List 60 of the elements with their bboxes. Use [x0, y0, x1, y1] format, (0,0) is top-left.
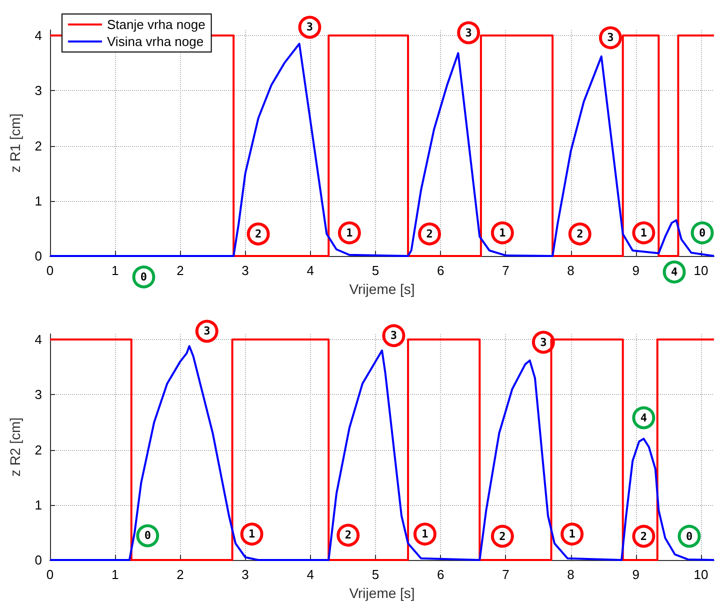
x-tick-label: 7 — [502, 263, 510, 278]
annotation: 3 — [306, 20, 314, 34]
annotation: 3 — [607, 31, 614, 44]
legend-label: Visina vrha noge — [107, 34, 204, 49]
x-tick-label: 9 — [632, 263, 640, 278]
annotation: 3 — [465, 26, 472, 40]
x-tick-label: 1 — [111, 567, 119, 582]
y-tick-label: 4 — [34, 332, 42, 348]
x-axis-title: Vrijeme [s] — [349, 584, 415, 601]
x-tick-label: 1 — [111, 263, 119, 278]
x-tick-label: 0 — [46, 567, 54, 582]
annotation: 2 — [344, 528, 352, 542]
annotation: 3 — [204, 324, 210, 338]
annotation: 1 — [640, 226, 648, 240]
x-tick-label: 10 — [694, 263, 708, 278]
x-tick-label: 5 — [372, 263, 380, 278]
x-tick-label: 4 — [306, 263, 314, 278]
y-tick-label: 2 — [34, 138, 42, 154]
y-tick-label: 3 — [34, 83, 42, 98]
x-tick-label: 2 — [176, 263, 184, 278]
annotation: 4 — [640, 411, 648, 424]
x-tick-label: 10 — [694, 567, 708, 582]
annotation: 2 — [499, 530, 506, 543]
x-tick-label: 7 — [502, 567, 510, 582]
annotation: 1 — [346, 226, 354, 240]
x-tick-label: 3 — [242, 263, 249, 278]
x-tick-label: 8 — [567, 567, 574, 582]
y-tick-label: 1 — [34, 497, 42, 512]
x-tick-label: 4 — [306, 567, 314, 582]
annotation: 1 — [422, 528, 429, 541]
x-axis-title: Vrijeme [s] — [349, 280, 415, 297]
y-tick-label: 4 — [34, 28, 42, 44]
x-tick-label: 6 — [436, 263, 444, 278]
annotation: 1 — [248, 528, 256, 541]
legend-label: Stanje vrha noge — [107, 17, 206, 32]
y-tick-label: 0 — [34, 552, 42, 568]
x-tick-label: 5 — [372, 567, 380, 582]
y-axis-title: z R1 [cm] — [7, 113, 23, 173]
annotation: 2 — [640, 530, 648, 543]
y-tick-label: 2 — [34, 442, 42, 458]
annotation: 0 — [144, 529, 151, 542]
x-tick-label: 8 — [567, 263, 574, 278]
x-tick-label: 2 — [176, 567, 184, 582]
y-tick-label: 3 — [34, 387, 42, 402]
annotation: 2 — [426, 227, 433, 240]
annotation: 2 — [576, 227, 584, 240]
annotation: 2 — [255, 227, 262, 240]
y-axis-title: z R2 [cm] — [7, 417, 23, 477]
x-tick-label: 3 — [242, 567, 249, 582]
annotation: 3 — [390, 329, 398, 342]
annotation: 1 — [568, 528, 576, 541]
y-tick-label: 0 — [34, 248, 42, 264]
x-tick-label: 0 — [46, 263, 54, 278]
annotation: 0 — [686, 530, 693, 543]
x-tick-label: 9 — [632, 567, 640, 582]
annotation: 1 — [499, 226, 506, 240]
annotation: 3 — [540, 336, 547, 349]
annotation: 0 — [698, 226, 706, 240]
y-tick-label: 1 — [34, 193, 42, 208]
x-tick-label: 6 — [436, 567, 444, 582]
